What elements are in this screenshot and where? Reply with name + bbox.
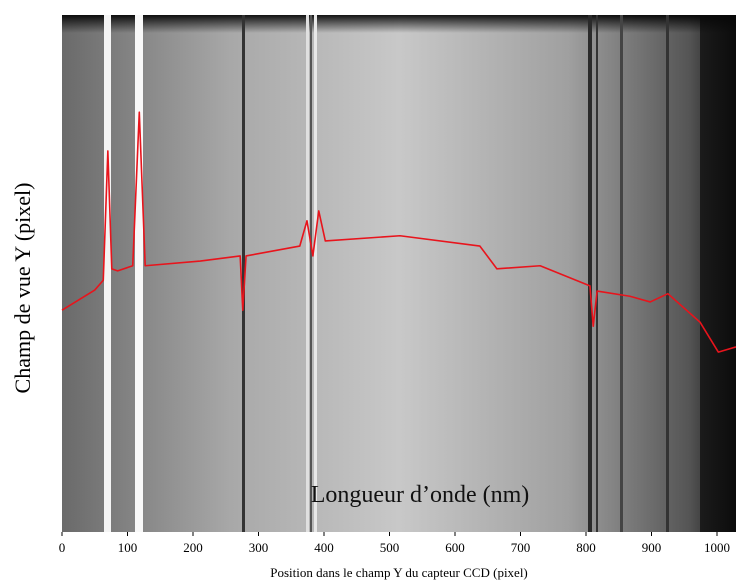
data-line [61,111,736,353]
spectrum-image [62,15,736,532]
annotation: Longueur d’onde (nm) [311,482,530,508]
x-tick-label: 100 [118,540,138,555]
x-tick-label: 400 [314,540,334,555]
x-tick-label: 0 [59,540,66,555]
x-tick-label: 600 [445,540,465,555]
x-tick-label: 1000 [704,540,730,555]
x-axis-label: Position dans le champ Y du capteur CCD … [270,565,528,580]
x-tick-label: 700 [511,540,531,555]
x-tick-label: 300 [249,540,269,555]
x-tick-label: 800 [576,540,596,555]
x-tick-label: 200 [183,540,203,555]
x-tick-label: 900 [642,540,662,555]
x-tick-label: 500 [380,540,400,555]
y-axis-label: Champ de vue Y (pixel) [10,183,35,394]
